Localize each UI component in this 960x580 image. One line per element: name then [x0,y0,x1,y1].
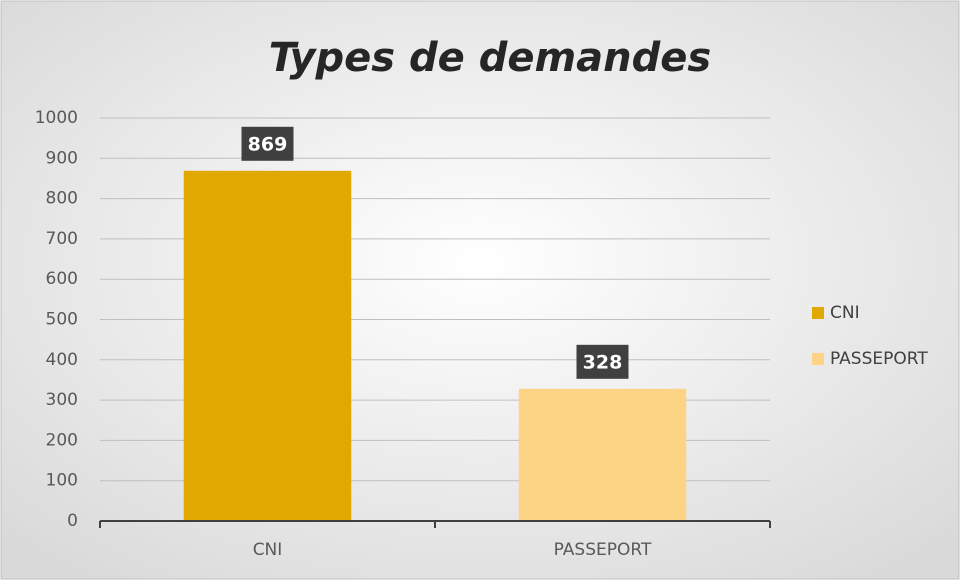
value-label: 869 [248,133,288,155]
value-label-box [241,126,294,161]
x-tick-label: PASSEPORT [554,540,652,560]
y-tick-label: 100 [46,471,78,491]
y-tick-label: 1000 [35,108,78,128]
y-tick-label: 0 [67,511,78,531]
legend-label: CNI [830,303,860,323]
y-tick-label: 800 [46,189,78,209]
legend-swatch [812,307,824,319]
y-tick-label: 200 [46,430,78,450]
x-tick-label: CNI [253,540,283,560]
value-label: 328 [583,351,623,373]
y-tick-label: 600 [46,269,78,289]
y-tick-label: 500 [46,310,78,330]
chart-title: Types de demandes [269,35,711,81]
legend-swatch [812,353,824,365]
y-tick-label: 300 [46,390,78,410]
y-tick-label: 400 [46,350,78,370]
y-tick-label: 900 [46,148,78,168]
bar [518,388,687,521]
value-label-box [576,344,629,379]
y-tick-label: 700 [46,229,78,249]
legend-label: PASSEPORT [830,349,928,369]
bar [183,170,352,521]
